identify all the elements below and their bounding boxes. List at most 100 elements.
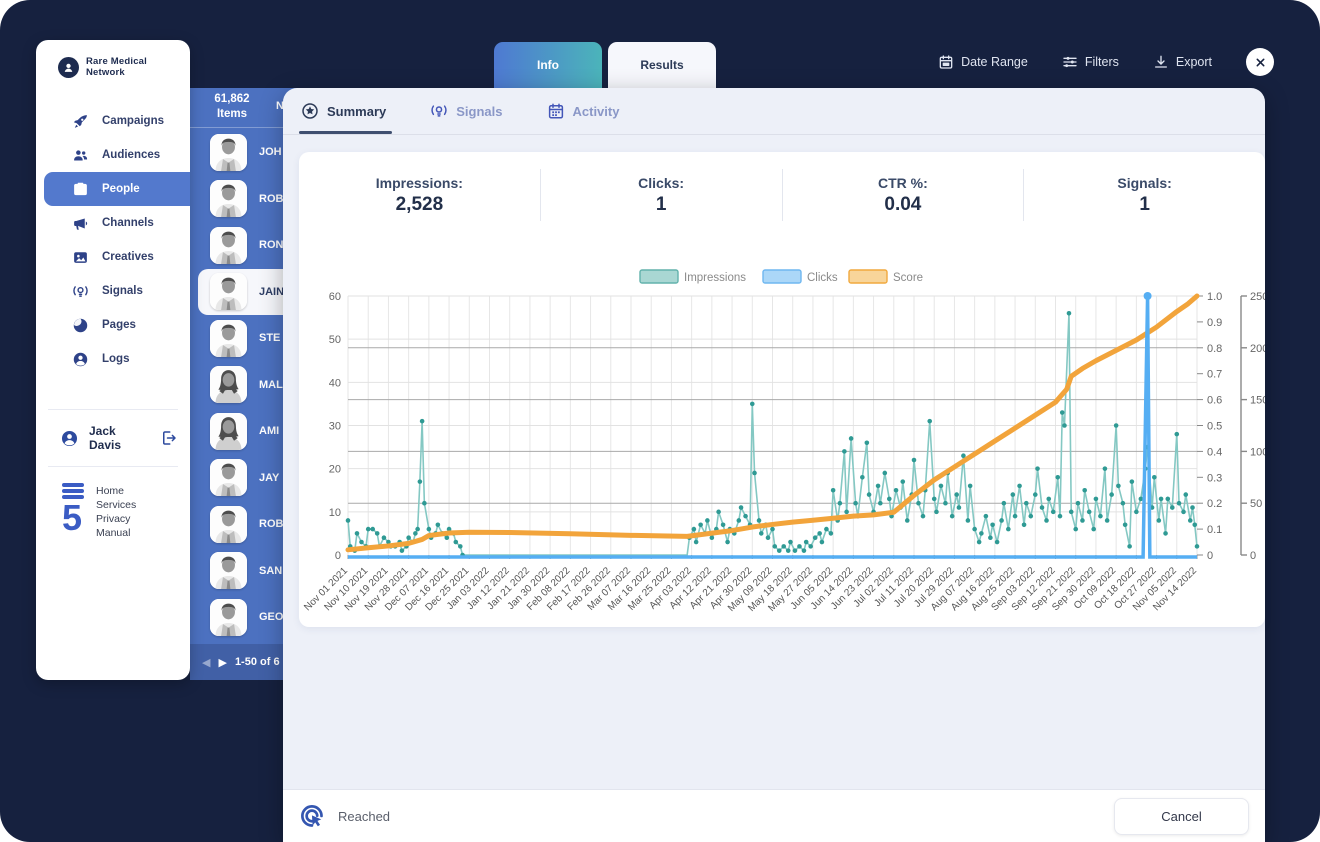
stat-label: Signals: — [1117, 174, 1172, 191]
sidebar-item-signals[interactable]: Signals — [44, 274, 190, 308]
svg-text:0.7: 0.7 — [1207, 369, 1222, 381]
sidebar-item-pages[interactable]: Pages — [44, 308, 190, 342]
pages-icon — [72, 317, 89, 334]
items-count-value: 61,862 — [214, 93, 250, 105]
stat-ctr: CTR %: 0.04 — [781, 169, 1024, 221]
close-button[interactable] — [1246, 48, 1274, 76]
tab-results-label: Results — [640, 58, 684, 72]
svg-text:100: 100 — [1250, 446, 1265, 458]
tab-info[interactable]: Info — [494, 42, 602, 88]
sidebar-item-logs[interactable]: Logs — [44, 342, 190, 376]
person-row[interactable]: RON — [190, 222, 305, 269]
sidebar-item-audiences[interactable]: Audiences — [44, 138, 190, 172]
logout-icon[interactable] — [160, 429, 178, 447]
sidebar-item-creatives[interactable]: Creatives — [44, 240, 190, 274]
stat-value: 0.04 — [884, 193, 922, 215]
filters-button[interactable]: Filters — [1062, 54, 1119, 70]
person-row[interactable]: MAL — [190, 362, 305, 409]
current-user-name: Jack Davis — [89, 424, 122, 452]
user-avatar-icon — [60, 429, 79, 448]
creatives-icon — [72, 249, 89, 266]
sidebar-item-people[interactable]: People — [44, 172, 190, 206]
svg-text:0.1: 0.1 — [1207, 524, 1222, 536]
person-row[interactable]: JAY — [190, 455, 305, 502]
divider — [48, 466, 178, 467]
export-icon — [1153, 54, 1169, 70]
tab-signals[interactable]: Signals — [430, 88, 503, 134]
date-range-button[interactable]: Date Range — [938, 54, 1028, 70]
sidebar-item-campaigns[interactable]: Campaigns — [44, 104, 190, 138]
person-row[interactable]: ROB — [190, 501, 305, 548]
footer-link-home[interactable]: Home — [96, 485, 125, 497]
tab-signals-label: Signals — [456, 103, 503, 119]
reached-label: Reached — [338, 808, 391, 824]
close-icon — [1255, 57, 1266, 68]
reached-status: Reached — [299, 803, 390, 830]
sidebar-nav: Campaigns Audiences People Channels Creative… — [36, 104, 190, 376]
svg-text:0.6: 0.6 — [1207, 395, 1222, 407]
brand-logo-icon — [58, 56, 79, 78]
svg-text:150: 150 — [1250, 395, 1265, 407]
sidebar-item-channels[interactable]: Channels — [44, 206, 190, 240]
tab-activity[interactable]: Activity — [547, 88, 620, 134]
divider — [48, 409, 178, 410]
footer-link-manual[interactable]: Manual — [96, 527, 131, 539]
person-name: JAY — [259, 471, 280, 484]
person-name: STE — [259, 332, 281, 345]
brand: Rare Medical Network — [36, 40, 190, 88]
svg-text:20: 20 — [329, 464, 341, 476]
next-page-arrow[interactable]: ▶ — [218, 656, 227, 669]
footer-link-services[interactable]: Services — [96, 499, 137, 511]
cancel-button[interactable]: Cancel — [1114, 797, 1249, 835]
prev-page-arrow[interactable]: ◀ — [202, 656, 211, 669]
person-row[interactable]: SAN — [190, 548, 305, 595]
svg-text:0.4: 0.4 — [1207, 446, 1222, 458]
logs-icon — [72, 351, 89, 368]
person-row[interactable]: STE — [190, 315, 305, 362]
person-row[interactable]: JOH — [190, 129, 305, 176]
svg-text:200: 200 — [1250, 343, 1265, 355]
svg-text:10: 10 — [329, 507, 341, 519]
svg-text:0.2: 0.2 — [1207, 498, 1222, 510]
people-list-header: 61,862 Items Name — [190, 88, 306, 128]
person-avatar — [210, 412, 247, 450]
tab-summary[interactable]: Summary — [298, 88, 393, 134]
campaigns-icon — [72, 113, 89, 130]
svg-text:40: 40 — [329, 377, 341, 389]
person-name: ROB — [259, 518, 284, 531]
pagination-range: 1-50 of 6 — [234, 656, 280, 668]
sidebar-item-label: Audiences — [102, 149, 161, 161]
tab-activity-label: Activity — [572, 103, 620, 119]
svg-text:50: 50 — [329, 334, 341, 346]
person-row[interactable]: GEO — [190, 594, 305, 641]
items-count: 61,862 Items — [202, 92, 262, 122]
svg-text:0.9: 0.9 — [1207, 317, 1222, 329]
footer-link-privacy[interactable]: Privacy — [96, 513, 131, 525]
person-row[interactable]: AMI — [190, 408, 305, 455]
tab-results[interactable]: Results — [608, 42, 716, 88]
stat-impressions: Impressions: 2,528 — [299, 169, 540, 221]
reached-icon — [299, 803, 326, 830]
person-avatar — [210, 180, 247, 218]
svg-text:0.5: 0.5 — [1207, 421, 1222, 433]
filters-icon — [1062, 54, 1078, 70]
person-row[interactable]: ROB — [190, 176, 305, 223]
svg-text:1.0: 1.0 — [1207, 291, 1222, 303]
sidebar-item-label: Creatives — [102, 251, 154, 263]
export-button[interactable]: Export — [1153, 54, 1212, 70]
sidebar-footer: 5 Home Services Privacy Manual — [36, 467, 190, 550]
sidebar-item-label: Pages — [102, 319, 136, 331]
signals-icon — [72, 283, 89, 300]
summary-star-icon — [301, 102, 319, 120]
sidebar-item-label: Signals — [102, 285, 143, 297]
stat-label: CTR %: — [877, 174, 928, 191]
person-avatar — [210, 459, 247, 497]
svg-text:Clicks: Clicks — [807, 272, 838, 284]
modal-footer: Reached Cancel — [283, 789, 1265, 842]
sidebar-item-label: Campaigns — [102, 115, 164, 127]
people-icon — [72, 181, 89, 198]
stats-row: Impressions: 2,528 Clicks: 1 CTR %: 0.04… — [299, 160, 1265, 230]
svg-text:30: 30 — [329, 421, 341, 433]
summary-card: Impressions: 2,528 Clicks: 1 CTR %: 0.04… — [299, 152, 1265, 627]
